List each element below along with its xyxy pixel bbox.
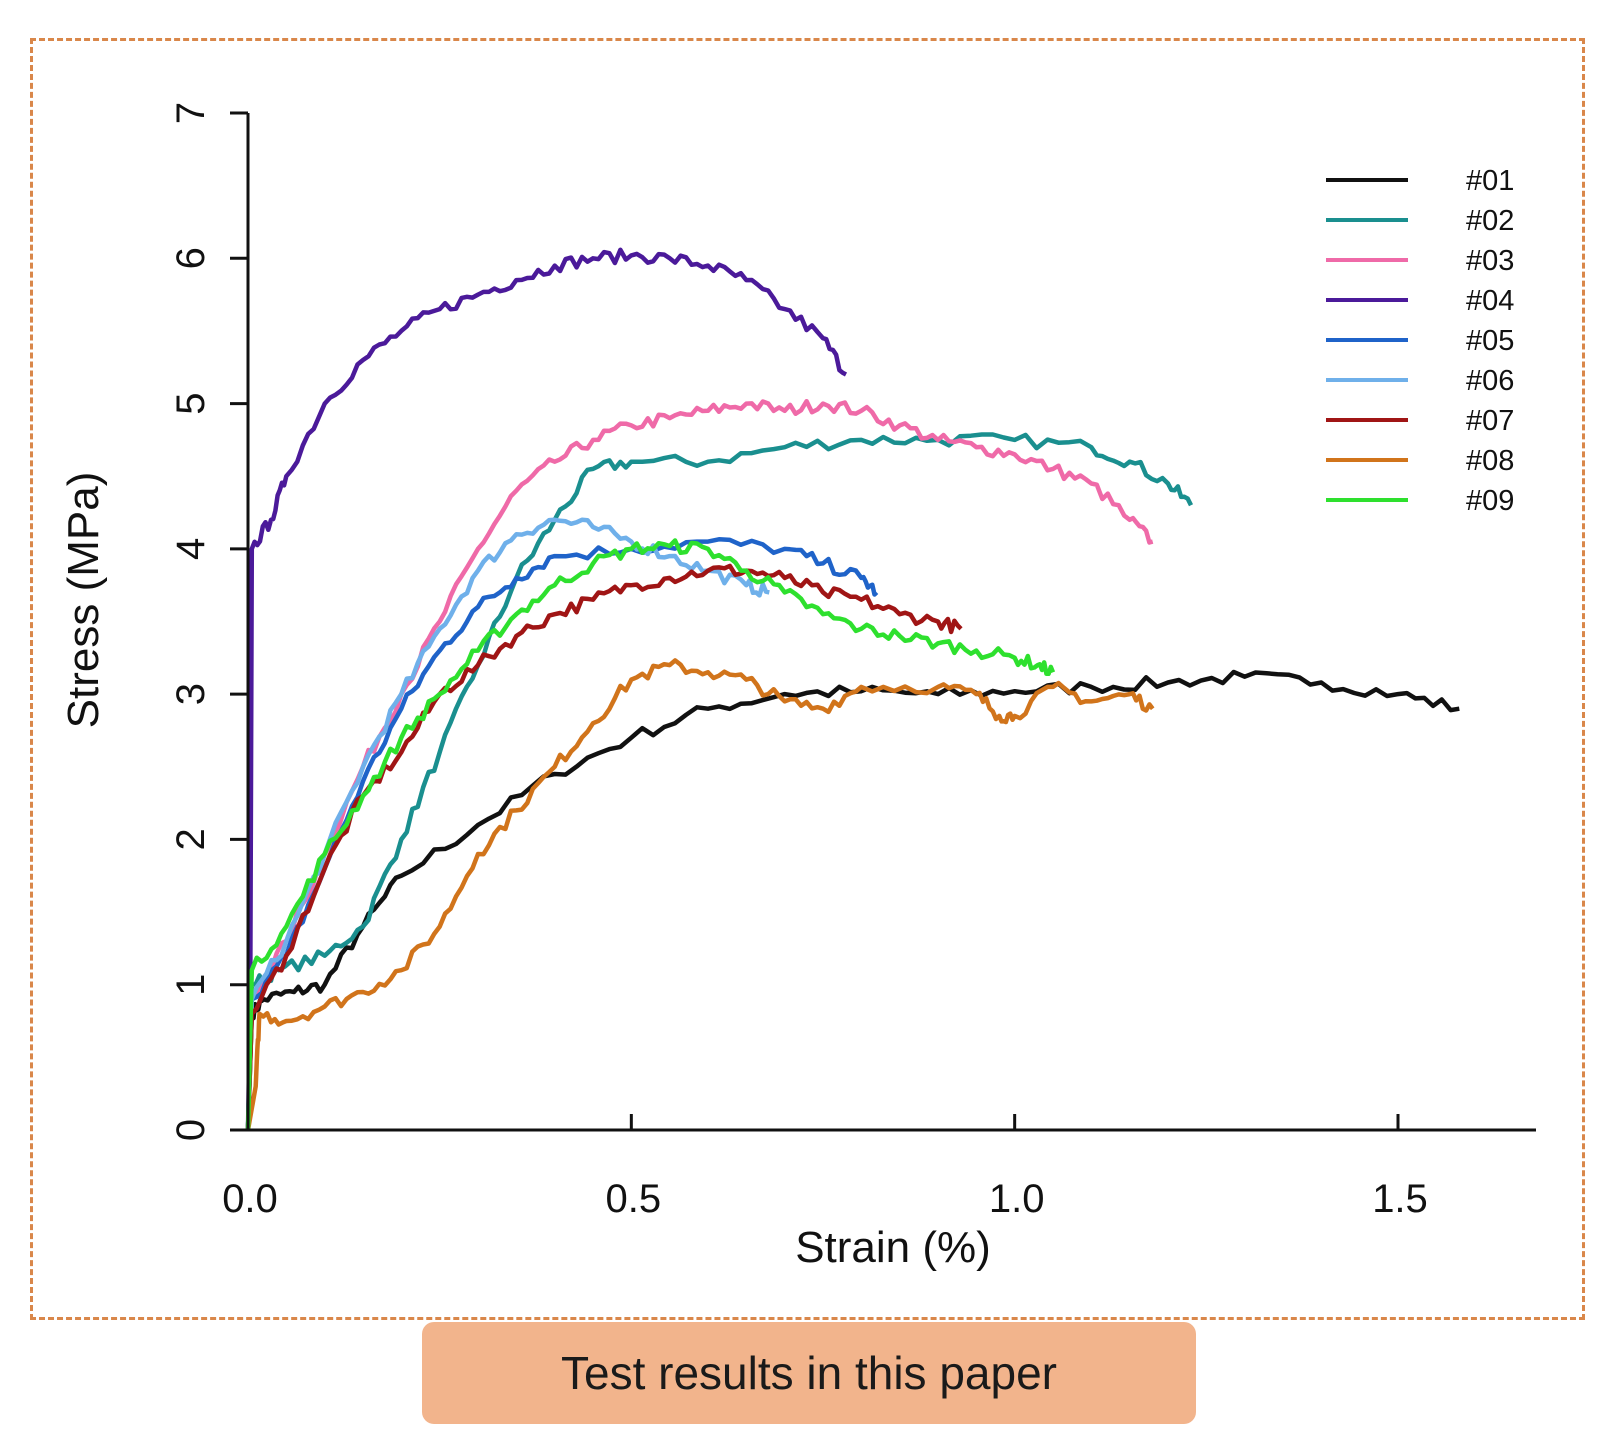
legend-label: #03 bbox=[1466, 245, 1514, 277]
series-line-09 bbox=[245, 538, 1056, 1131]
series-line-07 bbox=[245, 563, 963, 1131]
series-line-03 bbox=[245, 398, 1154, 1131]
series-line-06 bbox=[245, 517, 770, 1131]
legend-label: #09 bbox=[1466, 485, 1514, 517]
ticks: 0 1 2 3 4 5 6 7 0.0 0.5 1.0 1.5 bbox=[169, 102, 1428, 1221]
legend-label: #08 bbox=[1466, 445, 1514, 477]
y-tick-label: 2 bbox=[169, 828, 213, 850]
x-tick-label: 0.5 bbox=[606, 1177, 662, 1221]
y-tick-label: 1 bbox=[169, 974, 213, 996]
y-tick-label: 4 bbox=[169, 538, 213, 560]
series-line-04 bbox=[245, 247, 848, 1131]
series-layer bbox=[245, 247, 1460, 1131]
x-tick-label: 0.0 bbox=[222, 1177, 278, 1221]
y-tick-label: 7 bbox=[169, 102, 213, 124]
legend-label: #06 bbox=[1466, 365, 1514, 397]
dashed-frame bbox=[30, 38, 1585, 1320]
series-line-01 bbox=[245, 669, 1460, 1131]
y-axis-title: Stress (MPa) bbox=[59, 472, 108, 729]
y-tick-label: 3 bbox=[169, 683, 213, 705]
legend-label: #05 bbox=[1466, 325, 1514, 357]
legend: #01 #02 #03 #04 #05 #06 #07 #08 #09 bbox=[1326, 165, 1514, 517]
series-line-02 bbox=[245, 432, 1194, 1131]
legend-label: #01 bbox=[1466, 165, 1514, 197]
legend-label: #07 bbox=[1466, 405, 1514, 437]
x-axis-title: Strain (%) bbox=[795, 1223, 991, 1272]
y-tick-label: 6 bbox=[169, 247, 213, 269]
legend-label: #04 bbox=[1466, 285, 1514, 317]
y-tick-label: 0 bbox=[169, 1119, 213, 1141]
axes bbox=[246, 113, 1536, 1132]
y-tick-label: 5 bbox=[169, 392, 213, 414]
caption-banner: Test results in this paper bbox=[422, 1322, 1196, 1424]
x-tick-label: 1.0 bbox=[989, 1177, 1045, 1221]
series-line-08 bbox=[245, 658, 1155, 1131]
caption-text: Test results in this paper bbox=[560, 1347, 1057, 1399]
x-tick-label: 1.5 bbox=[1372, 1177, 1428, 1221]
legend-label: #02 bbox=[1466, 205, 1514, 237]
